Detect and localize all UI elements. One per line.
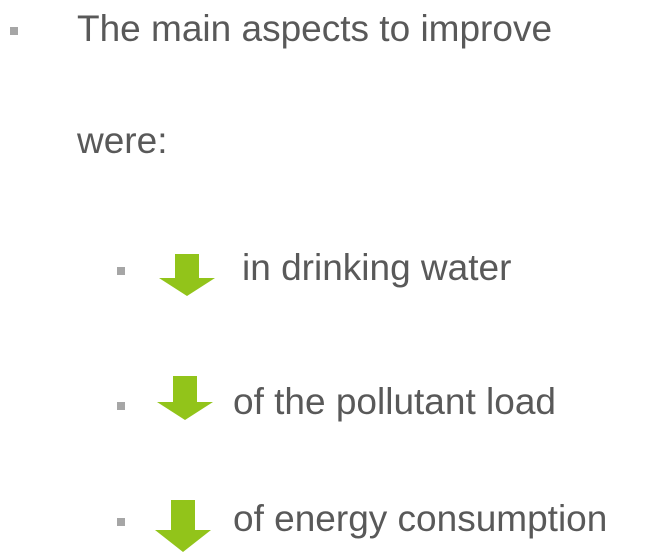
list-item: of the pollutant load	[233, 381, 556, 422]
list-item: in drinking water	[242, 247, 512, 288]
down-arrow	[155, 500, 211, 552]
bullet	[10, 27, 18, 35]
down-arrow	[159, 254, 215, 296]
heading-line: The main aspects to improve	[77, 8, 553, 49]
bullet	[117, 267, 125, 275]
bullet	[117, 518, 125, 526]
down-arrow	[157, 376, 213, 420]
list-item: of energy consumption	[233, 498, 608, 539]
heading-line: were:	[77, 120, 168, 161]
bullet	[117, 402, 125, 410]
